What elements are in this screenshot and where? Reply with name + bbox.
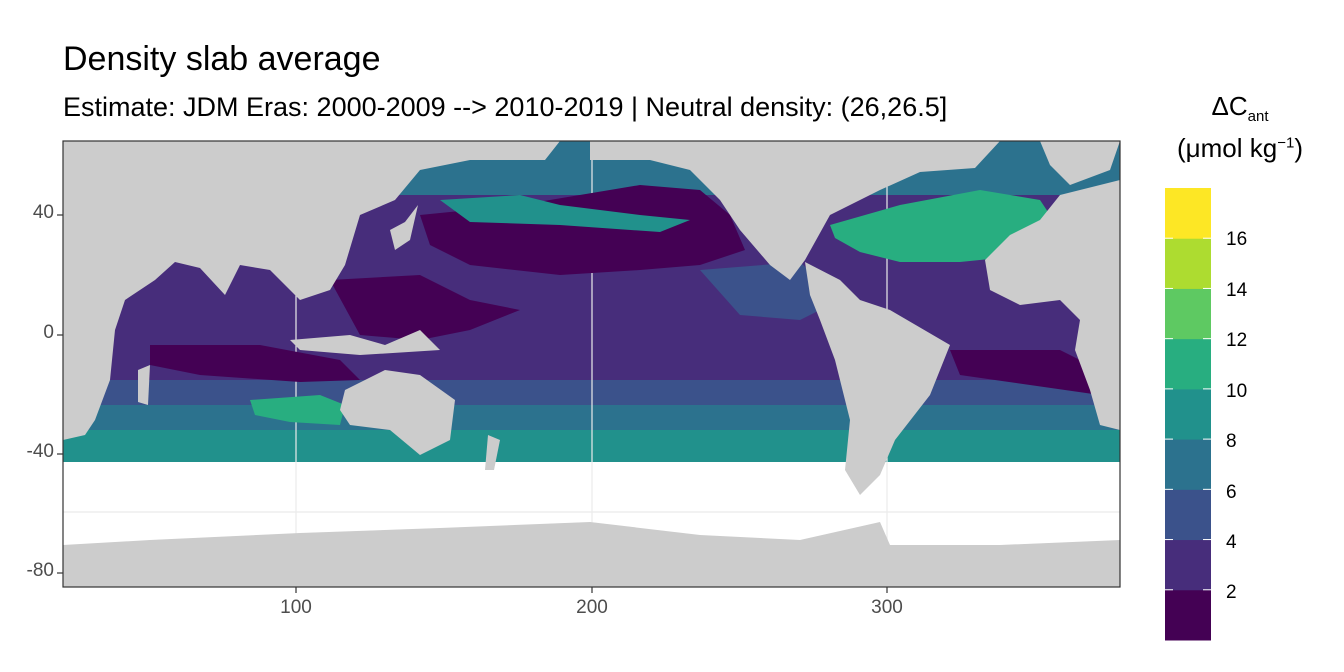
legend-bin xyxy=(1165,589,1211,641)
x-tick-label: 200 xyxy=(576,597,608,618)
legend-bin xyxy=(1165,388,1211,440)
land xyxy=(63,141,1120,587)
legend-label: 8 xyxy=(1226,431,1237,452)
legend-label: 2 xyxy=(1226,582,1237,603)
legend-label: 6 xyxy=(1226,482,1237,503)
legend-title: ΔCant (μmol kg−1) xyxy=(1177,91,1303,164)
legend-colorbar xyxy=(1165,188,1211,641)
legend-label: 16 xyxy=(1226,229,1248,250)
plot-subtitle: Estimate: JDM Eras: 2000-2009 --> 2010-2… xyxy=(63,92,948,122)
land-eurasia-africa xyxy=(63,141,560,440)
land-africa-west xyxy=(985,141,1120,430)
land-north-america xyxy=(590,141,1000,280)
x-tick-label: 100 xyxy=(280,597,312,618)
x-tick-label: 300 xyxy=(871,597,903,618)
legend-bin xyxy=(1165,238,1211,289)
land-madagascar xyxy=(138,365,150,405)
legend-bin xyxy=(1165,439,1211,490)
indian-southern-green xyxy=(250,395,345,425)
east-pacific-tongue xyxy=(700,262,840,320)
land-central-south-america xyxy=(805,262,950,495)
legend-label: 14 xyxy=(1226,280,1248,301)
legend-bin xyxy=(1165,188,1211,239)
legend-label: 10 xyxy=(1226,381,1248,402)
y-tick-label: -80 xyxy=(26,560,54,581)
y-tick-label: -40 xyxy=(26,441,54,462)
plot-title: Density slab average xyxy=(63,40,381,78)
land-australia xyxy=(340,370,455,455)
legend-bin xyxy=(1165,489,1211,541)
axis-ticks xyxy=(57,214,888,593)
legend-label: 12 xyxy=(1226,330,1248,351)
indian-ocean-core xyxy=(150,345,360,382)
land-new-zealand xyxy=(485,435,500,470)
land-japan xyxy=(390,205,418,250)
north-pacific-green-band xyxy=(440,195,690,232)
legend-label: 4 xyxy=(1226,532,1237,553)
west-pacific-warm-pool xyxy=(330,275,520,340)
y-tick-label: 0 xyxy=(43,322,54,343)
legend-bin xyxy=(1165,539,1211,591)
south-atlantic-core xyxy=(950,350,1100,395)
legend-bin xyxy=(1165,338,1211,390)
land-antarctica xyxy=(63,522,1120,587)
y-tick-label: 40 xyxy=(32,202,54,223)
land-indonesia xyxy=(290,330,440,355)
land-greenland xyxy=(1040,141,1120,185)
legend-bin xyxy=(1165,288,1211,340)
